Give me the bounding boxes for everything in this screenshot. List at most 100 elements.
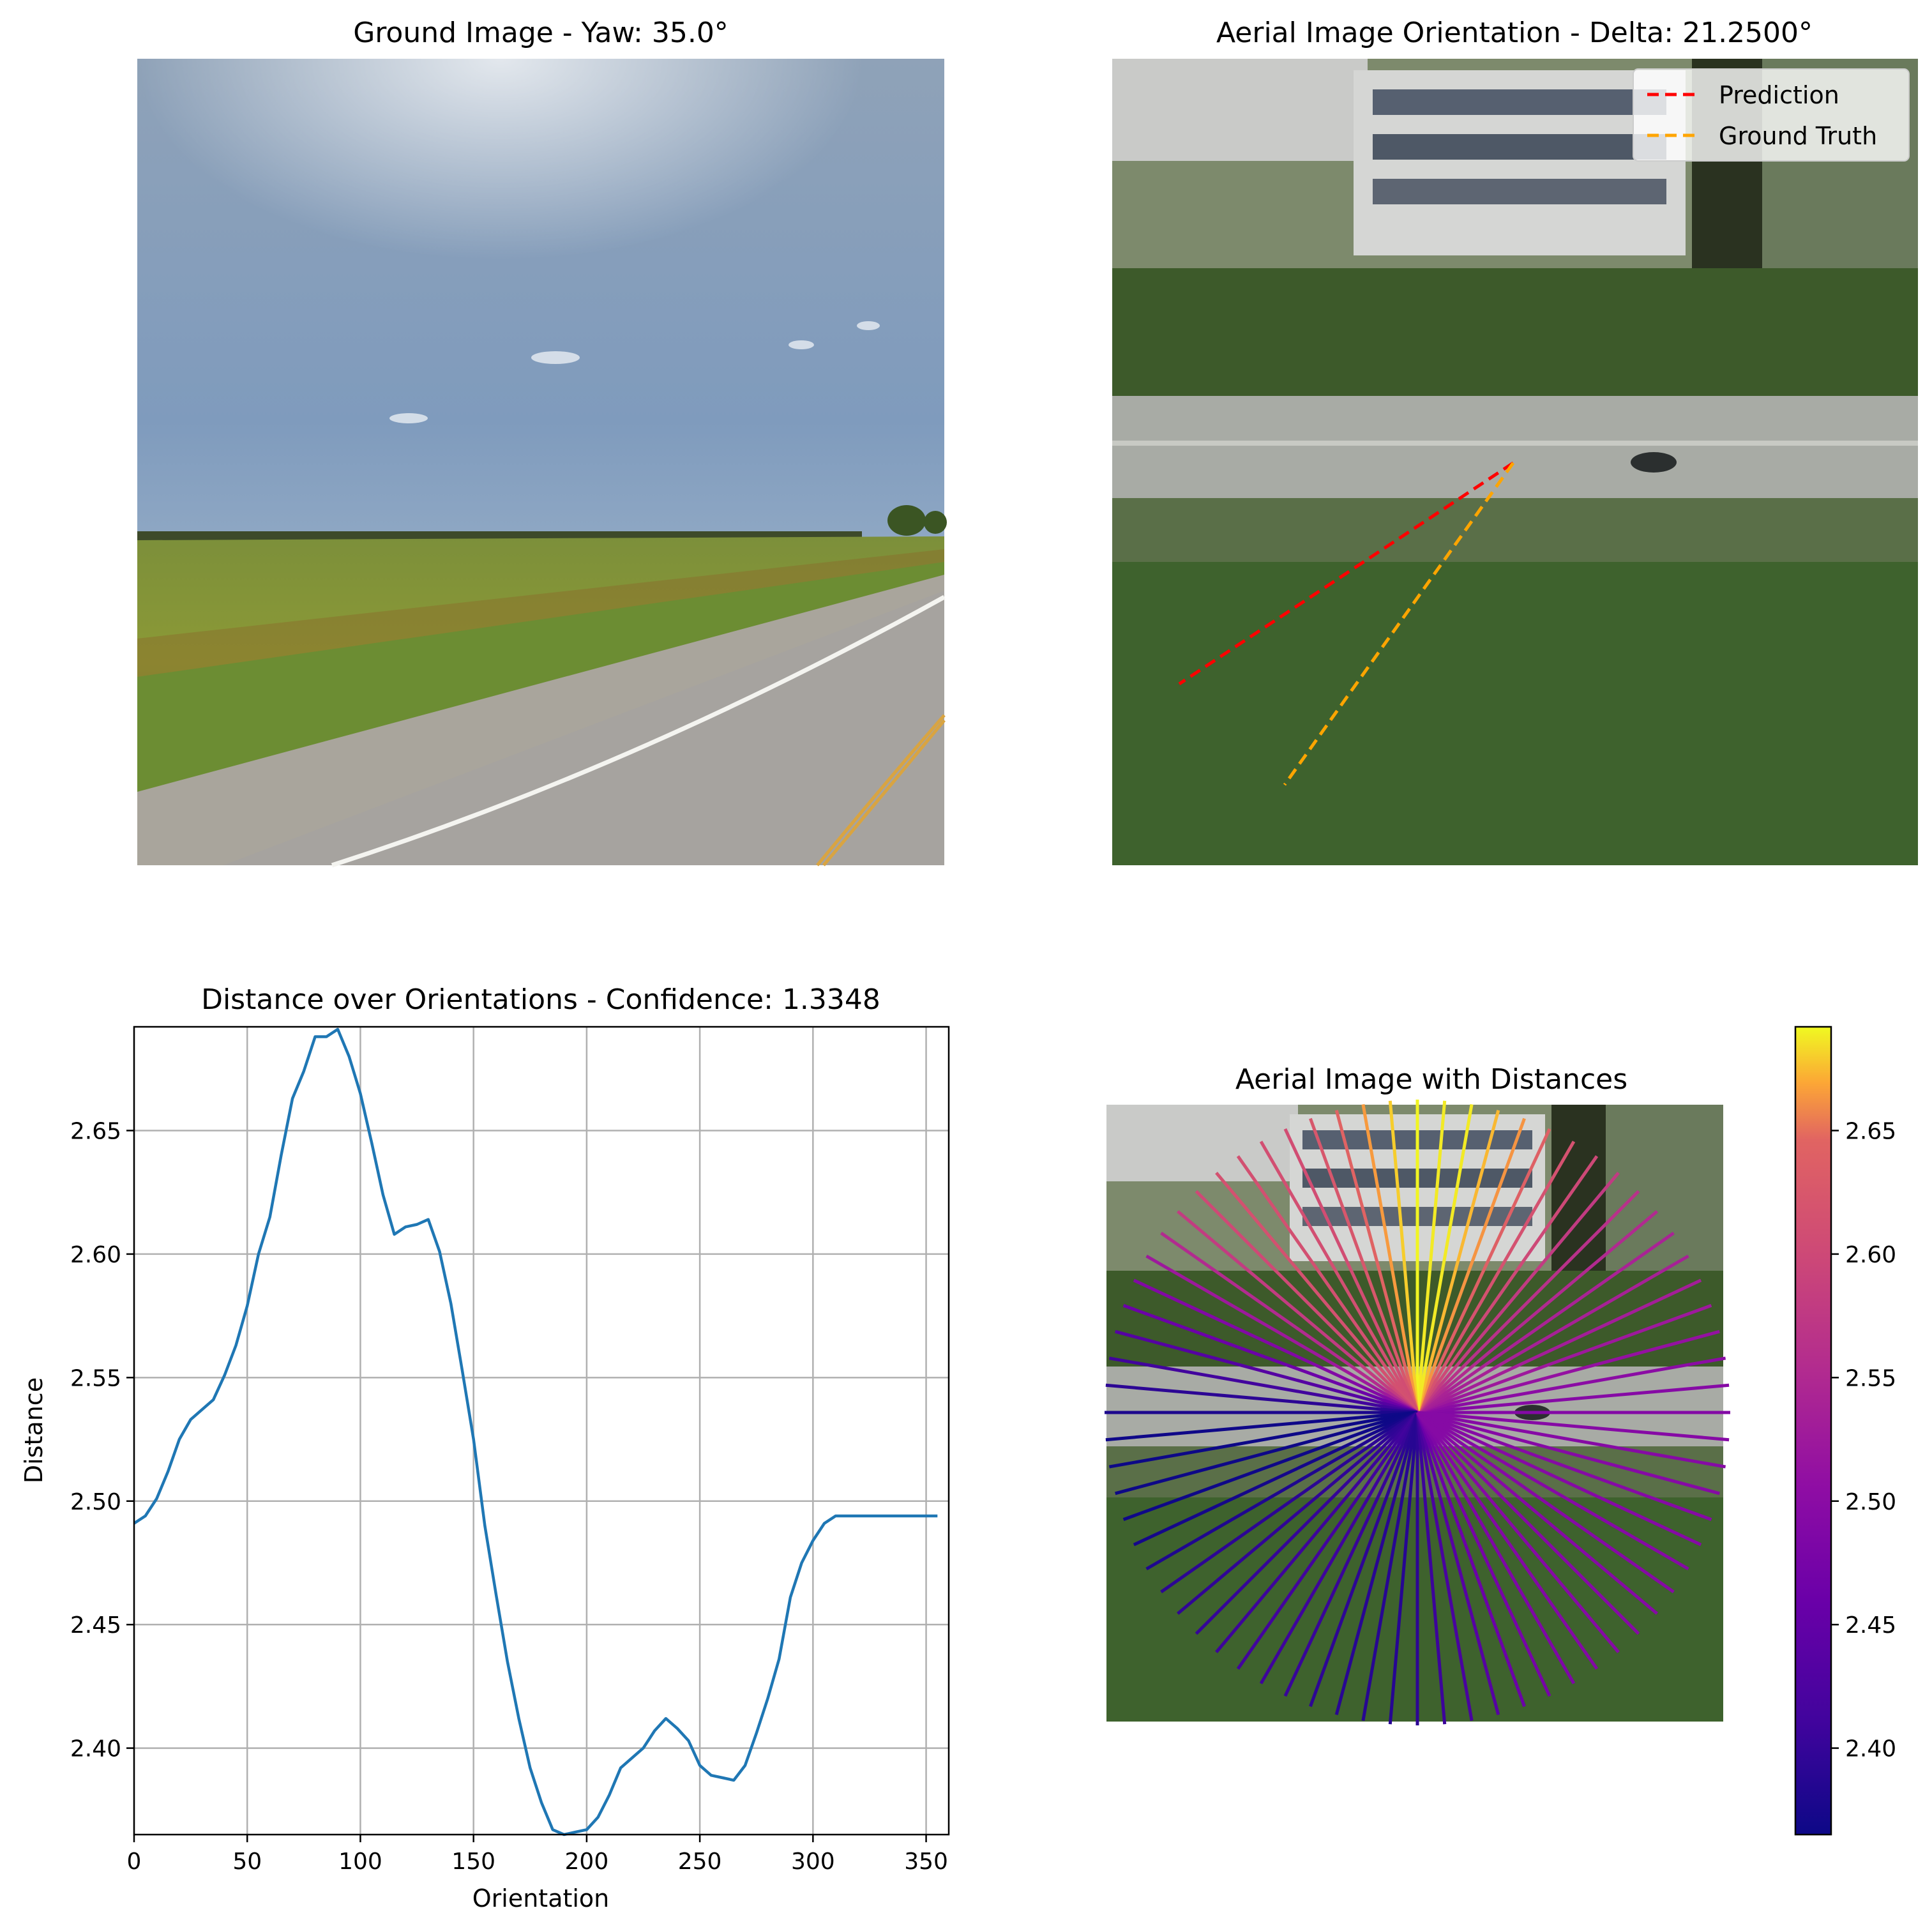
x-tick-label: 50	[232, 1849, 262, 1875]
distance-ray	[1416, 1411, 1620, 1654]
distance-ray	[1415, 1412, 1474, 1722]
ground-image	[137, 59, 947, 868]
distance-ray	[1133, 1278, 1419, 1414]
y-tick-label: 2.65	[70, 1118, 121, 1144]
distance-ray	[1388, 1412, 1419, 1725]
x-ticks: 0 50 100 150 200 250 300 350	[127, 1835, 948, 1875]
y-tick-label: 2.50	[70, 1489, 121, 1515]
legend-entry-ground-truth: Ground Truth	[1647, 122, 1877, 150]
legend-label: Prediction	[1719, 81, 1839, 109]
colorbar-tick-label: 2.45	[1845, 1612, 1896, 1639]
distance-ray	[1415, 1411, 1599, 1670]
distance-ray	[1108, 1411, 1418, 1469]
ground-truth-line	[1283, 462, 1515, 786]
distance-ray	[1415, 1103, 1474, 1413]
distance-ray	[1309, 1412, 1419, 1708]
y-tick-label: 2.55	[70, 1365, 121, 1391]
distance-ray	[1415, 1412, 1526, 1708]
y-tick-label: 2.40	[70, 1736, 121, 1762]
distance-ray	[1259, 1411, 1419, 1685]
distance-ray	[1334, 1412, 1419, 1715]
distance-ray	[1388, 1100, 1419, 1413]
distance-ray	[1415, 1140, 1576, 1414]
legend-label: Ground Truth	[1719, 122, 1877, 150]
distance-ray	[1108, 1356, 1418, 1414]
distance-ray	[1122, 1411, 1418, 1521]
distance-ray	[1309, 1117, 1419, 1413]
colorbar-tick-label: 2.40	[1845, 1736, 1896, 1762]
distance-ray	[1115, 1411, 1418, 1496]
x-tick-label: 200	[565, 1849, 609, 1875]
distance-ray	[1417, 1383, 1730, 1414]
colorbar-ticks: 2.40 2.45 2.50 2.55 2.60 2.65	[1831, 1118, 1896, 1762]
distance-ray	[1416, 1411, 1675, 1594]
distance-ray	[1115, 1329, 1418, 1414]
aerial-orientation-title: Aerial Image Orientation - Delta: 21.250…	[1216, 17, 1813, 49]
distance-ray	[1417, 1411, 1720, 1496]
y-ticks: 2.40 2.45 2.50 2.55 2.60 2.65	[70, 1118, 134, 1762]
distance-ray	[1160, 1411, 1419, 1594]
colorbar-tick-label: 2.60	[1845, 1242, 1896, 1268]
line-chart-title: Distance over Orientations - Confidence:…	[201, 983, 880, 1016]
x-tick-label: 350	[904, 1849, 948, 1875]
distance-ray	[1195, 1411, 1419, 1635]
distance-ray	[1361, 1412, 1419, 1722]
aerial-image-orientation	[1112, 59, 1918, 865]
aerial-distances-title: Aerial Image with Distances	[1235, 1063, 1627, 1096]
distance-ray	[1176, 1210, 1419, 1414]
distance-ray	[1215, 1411, 1419, 1654]
distance-ray	[1416, 1278, 1702, 1414]
distance-ray	[1416, 1411, 1702, 1547]
distance-rays	[1105, 1100, 1730, 1725]
distance-series-line	[133, 1027, 938, 1836]
distance-ray	[1215, 1171, 1419, 1414]
aerial-image-distances	[1105, 1100, 1730, 1725]
series-layer	[133, 1027, 938, 1836]
distance-ray	[1416, 1411, 1640, 1635]
distance-ray	[1145, 1254, 1419, 1414]
distance-ray	[1105, 1383, 1418, 1414]
x-tick-label: 300	[791, 1849, 835, 1875]
colorbar-tick-label: 2.55	[1845, 1365, 1896, 1391]
x-tick-label: 250	[678, 1849, 722, 1875]
distance-ray	[1334, 1110, 1419, 1413]
distance-ray	[1415, 1412, 1447, 1725]
distance-ray	[1416, 1254, 1689, 1414]
legend-entry-prediction: Prediction	[1647, 81, 1839, 109]
distance-ray	[1416, 1411, 1659, 1615]
distance-ray	[1417, 1356, 1726, 1414]
x-axis-label: Orientation	[472, 1884, 610, 1912]
prediction-line	[1178, 461, 1514, 686]
distance-ray	[1145, 1411, 1419, 1571]
distance-ray	[1415, 1411, 1551, 1697]
distance-ray	[1160, 1231, 1419, 1414]
y-tick-label: 2.45	[70, 1612, 121, 1639]
distance-ray	[1415, 1117, 1526, 1413]
distance-ray	[1415, 1411, 1576, 1685]
colorbar: 2.40 2.45 2.50 2.55 2.60 2.65	[1794, 1026, 1896, 1836]
distance-ray	[1417, 1411, 1712, 1521]
distance-ray	[1415, 1100, 1447, 1413]
distance-ray	[1416, 1411, 1689, 1571]
distance-ray	[1415, 1155, 1599, 1414]
distance-ray	[1415, 1110, 1500, 1413]
distance-ray	[1236, 1155, 1419, 1414]
distance-ray	[1236, 1411, 1419, 1670]
x-tick-label: 100	[338, 1849, 382, 1875]
distance-ray	[1283, 1411, 1419, 1697]
line-chart: 0 50 100 150 200 250 300 350 2.402.452.502.552.…	[70, 1026, 950, 1875]
distance-ray	[1361, 1103, 1419, 1413]
distance-ray	[1416, 1231, 1675, 1414]
distance-ray	[1259, 1140, 1419, 1414]
distance-ray	[1122, 1304, 1418, 1414]
y-tick-label: 2.60	[70, 1242, 121, 1268]
distance-ray	[1176, 1411, 1419, 1615]
distance-ray	[1416, 1210, 1659, 1414]
distance-ray	[1417, 1304, 1712, 1414]
x-tick-label: 0	[127, 1849, 142, 1875]
ground-title: Ground Image - Yaw: 35.0°	[353, 17, 728, 49]
distance-ray	[1417, 1411, 1726, 1469]
distance-ray	[1416, 1190, 1640, 1414]
distance-ray	[1416, 1171, 1620, 1414]
